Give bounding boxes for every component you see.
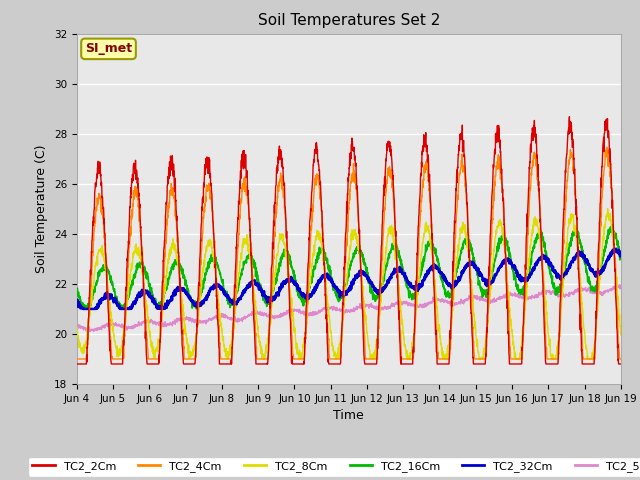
Text: SI_met: SI_met — [85, 42, 132, 55]
X-axis label: Time: Time — [333, 409, 364, 422]
Title: Soil Temperatures Set 2: Soil Temperatures Set 2 — [258, 13, 440, 28]
Y-axis label: Soil Temperature (C): Soil Temperature (C) — [35, 144, 48, 273]
Legend: TC2_2Cm, TC2_4Cm, TC2_8Cm, TC2_16Cm, TC2_32Cm, TC2_50Cm: TC2_2Cm, TC2_4Cm, TC2_8Cm, TC2_16Cm, TC2… — [28, 457, 640, 477]
